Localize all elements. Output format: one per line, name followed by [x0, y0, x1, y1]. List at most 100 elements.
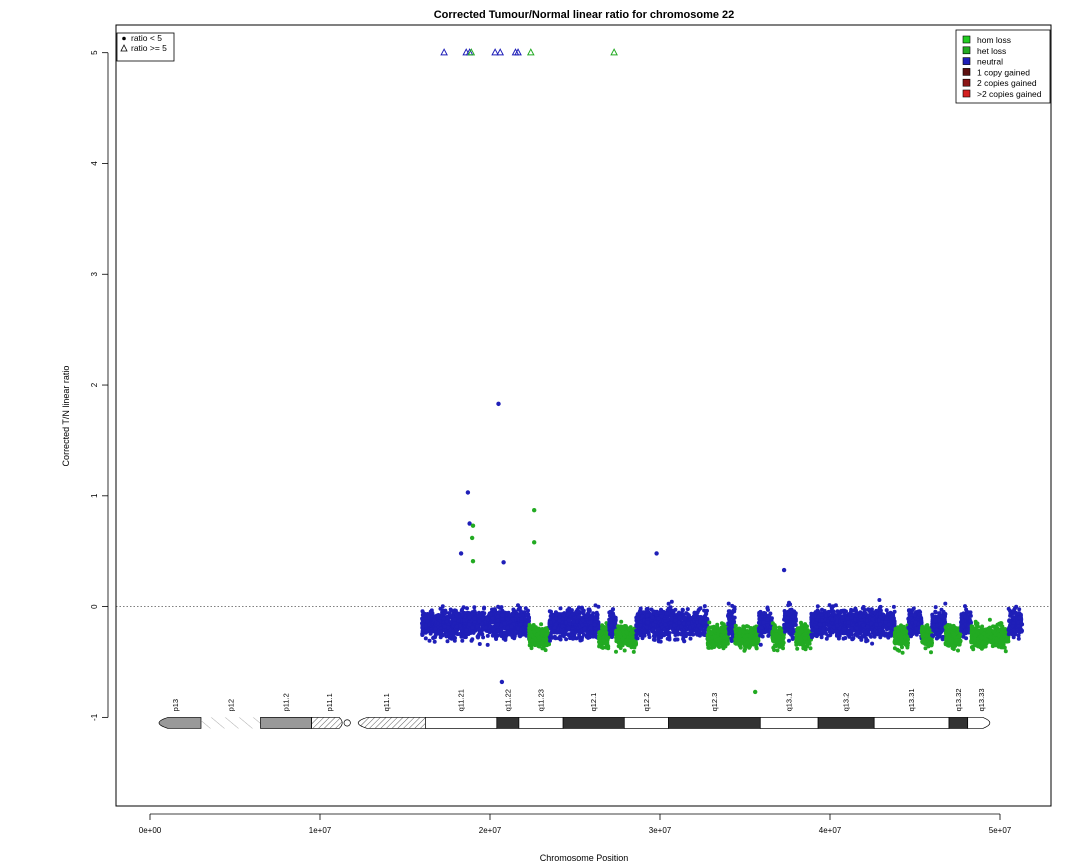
probe-point [472, 616, 477, 621]
probe-point [549, 630, 554, 635]
probe-point [425, 619, 430, 624]
probe-point [472, 605, 477, 610]
probe-point [569, 632, 574, 637]
probe-point [536, 636, 541, 641]
probe-point [573, 630, 578, 634]
probe-point [454, 613, 459, 618]
probe-point [589, 615, 594, 620]
probe-point [481, 616, 486, 621]
probe-point [722, 635, 727, 640]
probe-point [560, 624, 565, 629]
probe-point [645, 613, 650, 618]
probe-point [610, 635, 614, 639]
probe-point [561, 613, 566, 618]
probe-point [733, 623, 738, 628]
probe-point [588, 626, 593, 630]
probe-point [605, 636, 609, 641]
probe-point [695, 620, 700, 625]
probe-point [704, 617, 709, 622]
probe-point [759, 625, 764, 630]
probe-point [461, 634, 466, 639]
probe-point [438, 635, 443, 640]
probe-point [490, 620, 495, 625]
probe-point [464, 628, 469, 633]
probe-point [557, 618, 562, 623]
probe-point [803, 632, 807, 637]
probe-point [616, 631, 621, 636]
probe-point [815, 604, 820, 609]
probe-point [877, 598, 882, 602]
probe-point [688, 625, 692, 630]
probe-point [485, 642, 490, 647]
probe-point [614, 649, 618, 654]
probe-point [544, 632, 549, 637]
probe-point [576, 609, 581, 614]
probe-point [659, 607, 663, 612]
probe-point [819, 635, 824, 640]
probe-point [681, 621, 686, 626]
probe-point [580, 618, 585, 623]
probe-point [634, 633, 639, 637]
probe-point [656, 610, 661, 615]
probe-point [529, 638, 534, 643]
probe-point [656, 627, 661, 632]
probe-point [584, 615, 589, 619]
probe-point [743, 642, 748, 647]
probe-point [576, 635, 581, 640]
probe-point [591, 611, 596, 616]
probe-point [465, 606, 469, 611]
probe-point [576, 605, 581, 610]
probe-point [557, 635, 562, 640]
probe-point [596, 624, 601, 629]
probe-point [642, 629, 647, 634]
probe-point [788, 628, 793, 633]
probe-point [801, 643, 806, 648]
probe-point [705, 608, 709, 613]
probe-point [536, 626, 541, 631]
probe-point [750, 639, 755, 644]
probe-point [574, 619, 579, 624]
probe-point [732, 607, 737, 612]
probe-point [774, 628, 778, 633]
probe-point [477, 642, 482, 646]
probe-point [494, 637, 499, 641]
probe-point [436, 614, 441, 619]
probe-point [652, 631, 657, 636]
probe-point [499, 623, 504, 628]
probe-point [522, 616, 527, 621]
probe-point [669, 616, 674, 621]
probe-point [622, 648, 627, 653]
probe-point [748, 628, 753, 633]
probe-point [805, 644, 810, 649]
probe-point [581, 611, 586, 616]
probe-point [594, 610, 599, 615]
probe-point [571, 619, 576, 624]
probe-point [735, 641, 740, 646]
probe-point [633, 642, 638, 647]
probe-point [790, 637, 795, 641]
probe-point [472, 609, 477, 613]
probe-point [528, 630, 533, 635]
probe-point [498, 632, 503, 637]
probe-point [765, 617, 770, 622]
probe-point [712, 634, 717, 639]
probe-point [553, 636, 558, 641]
probe-point [640, 614, 645, 619]
probe-point [717, 637, 722, 641]
probe-point [702, 604, 707, 609]
probe-point [741, 630, 746, 634]
probe-point [567, 621, 572, 626]
probe-point [588, 620, 593, 625]
probe-point [675, 631, 680, 636]
probe-point [790, 611, 795, 615]
probe-point [766, 633, 771, 638]
probe-point [436, 621, 440, 626]
probe-point [566, 611, 571, 616]
probe-point [548, 638, 552, 643]
probe-point [516, 603, 520, 608]
probe-point [701, 620, 706, 625]
probe-point [608, 617, 613, 622]
probe-point [703, 613, 708, 618]
probe-point [490, 616, 495, 621]
